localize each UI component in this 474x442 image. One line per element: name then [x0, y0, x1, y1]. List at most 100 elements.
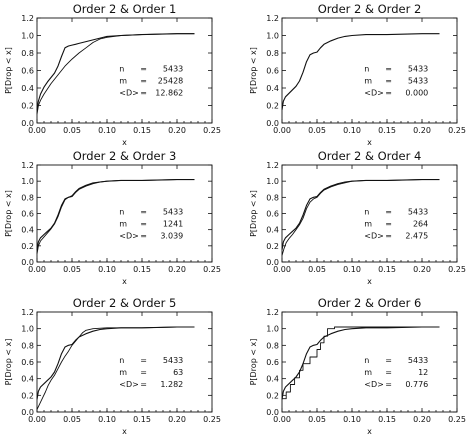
stat-key: m: [119, 368, 127, 377]
stat-equals: =: [385, 207, 392, 216]
y-axis-label: P[Drop < x]: [4, 339, 13, 386]
y-tick-label: 0.0: [266, 408, 279, 417]
y-tick-label: 0.0: [21, 258, 34, 267]
y-tick-label: 0.8: [266, 193, 279, 202]
x-axis-label: x: [122, 427, 127, 436]
stat-key: <D>: [364, 231, 384, 240]
stat-equals: =: [385, 219, 392, 228]
y-tick-label: 1.2: [266, 14, 279, 23]
series-line-2: [36, 179, 195, 254]
x-tick-label: 0.00: [28, 265, 46, 274]
y-tick-label: 0.6: [266, 210, 279, 219]
stat-value: 5433: [163, 356, 183, 365]
x-axis-label: x: [122, 277, 127, 286]
stat-equals: =: [385, 368, 392, 377]
stat-equals: =: [385, 77, 392, 86]
stat-value: 5433: [408, 356, 428, 365]
y-tick-label: 0.4: [266, 84, 279, 93]
x-tick-label: 0.15: [378, 265, 396, 274]
y-tick-label: 0.2: [21, 391, 34, 400]
y-axis-label: P[Drop < x]: [249, 339, 258, 386]
stat-value: 5433: [408, 77, 428, 86]
y-tick-label: 0.4: [21, 226, 34, 235]
y-tick-label: 1.2: [21, 308, 34, 317]
y-axis-label: P[Drop < x]: [4, 47, 13, 94]
x-axis-label: x: [367, 138, 372, 147]
chart-panel-2: Order 2 & Order 2 0.00 0.05 0.10 0.15 0.20 0.2…: [249, 2, 466, 147]
x-tick-label: 0.20: [168, 265, 186, 274]
y-tick-label: 0.0: [266, 258, 279, 267]
stat-key: n: [119, 356, 124, 365]
stat-value: 1.282: [160, 380, 183, 389]
x-tick-label: 0.10: [98, 126, 116, 135]
y-tick-label: 0.2: [266, 242, 279, 251]
x-tick-label: 0.05: [63, 415, 81, 424]
stat-value: 2.475: [405, 231, 428, 240]
x-tick-label: 0.15: [133, 265, 151, 274]
x-tick-label: 0.20: [168, 126, 186, 135]
stat-value: 264: [413, 219, 428, 228]
y-tick-label: 0.6: [21, 210, 34, 219]
x-tick-label: 0.00: [28, 126, 46, 135]
stat-key: n: [364, 207, 369, 216]
stat-equals: =: [140, 368, 147, 377]
series-line-2: [36, 326, 195, 410]
chart-panel-6: Order 2 & Order 6 0.00 0.05 0.10 0.15 0.20 0.2…: [249, 296, 466, 436]
stat-value: 63: [173, 368, 183, 377]
panel-title: Order 2 & Order 5: [73, 296, 177, 310]
stat-value: 0.000: [405, 89, 428, 98]
y-tick-label: 0.6: [21, 67, 34, 76]
stat-value: 1241: [163, 219, 183, 228]
stat-key: n: [119, 65, 124, 74]
stat-key: m: [119, 219, 127, 228]
x-tick-label: 0.20: [413, 415, 431, 424]
stat-key: n: [119, 207, 124, 216]
y-tick-label: 0.2: [21, 102, 34, 111]
stat-equals: =: [140, 207, 147, 216]
x-tick-label: 0.05: [63, 265, 81, 274]
y-tick-label: 0.2: [266, 102, 279, 111]
y-tick-label: 0.4: [266, 226, 279, 235]
y-tick-label: 1.2: [21, 161, 34, 170]
stat-equals: =: [140, 380, 147, 389]
x-tick-label: 0.20: [413, 126, 431, 135]
stat-value: 5433: [163, 65, 183, 74]
y-tick-label: 0.2: [266, 391, 279, 400]
stat-equals: =: [140, 89, 147, 98]
y-tick-label: 0.0: [266, 119, 279, 128]
y-tick-label: 1.0: [266, 325, 279, 334]
y-tick-label: 1.0: [21, 32, 34, 41]
stat-value: 0.776: [405, 380, 428, 389]
x-tick-label: 0.05: [308, 265, 326, 274]
x-tick-label: 0.25: [203, 415, 221, 424]
y-tick-label: 0.2: [21, 242, 34, 251]
stat-value: 5433: [408, 207, 428, 216]
stat-value: 12.862: [155, 89, 183, 98]
y-tick-label: 0.0: [21, 408, 34, 417]
x-tick-label: 0.05: [308, 126, 326, 135]
stat-key: n: [364, 65, 369, 74]
y-tick-label: 0.8: [21, 193, 34, 202]
y-axis-label: P[Drop < x]: [4, 190, 13, 237]
x-tick-label: 0.00: [273, 415, 291, 424]
chart-panel-5: Order 2 & Order 5 0.00 0.05 0.10 0.15 0.20 0.2…: [4, 296, 221, 436]
x-axis-label: x: [367, 427, 372, 436]
x-tick-label: 0.20: [413, 265, 431, 274]
y-tick-label: 0.6: [266, 358, 279, 367]
x-tick-label: 0.00: [273, 265, 291, 274]
y-tick-label: 1.0: [266, 177, 279, 186]
panel-title: Order 2 & Order 4: [318, 149, 422, 163]
x-tick-label: 0.15: [133, 415, 151, 424]
series-line-2: [36, 33, 195, 115]
chart-panel-1: Order 2 & Order 1 0.00 0.05 0.10 0.15 0.20 0.2…: [4, 2, 221, 147]
x-tick-label: 0.10: [98, 265, 116, 274]
panel-title: Order 2 & Order 6: [318, 296, 422, 310]
x-axis-label: x: [367, 277, 372, 286]
y-tick-label: 0.4: [21, 84, 34, 93]
y-tick-label: 0.6: [266, 67, 279, 76]
x-tick-label: 0.00: [273, 126, 291, 135]
x-tick-label: 0.15: [378, 126, 396, 135]
x-tick-label: 0.10: [343, 265, 361, 274]
y-tick-label: 0.6: [21, 358, 34, 367]
